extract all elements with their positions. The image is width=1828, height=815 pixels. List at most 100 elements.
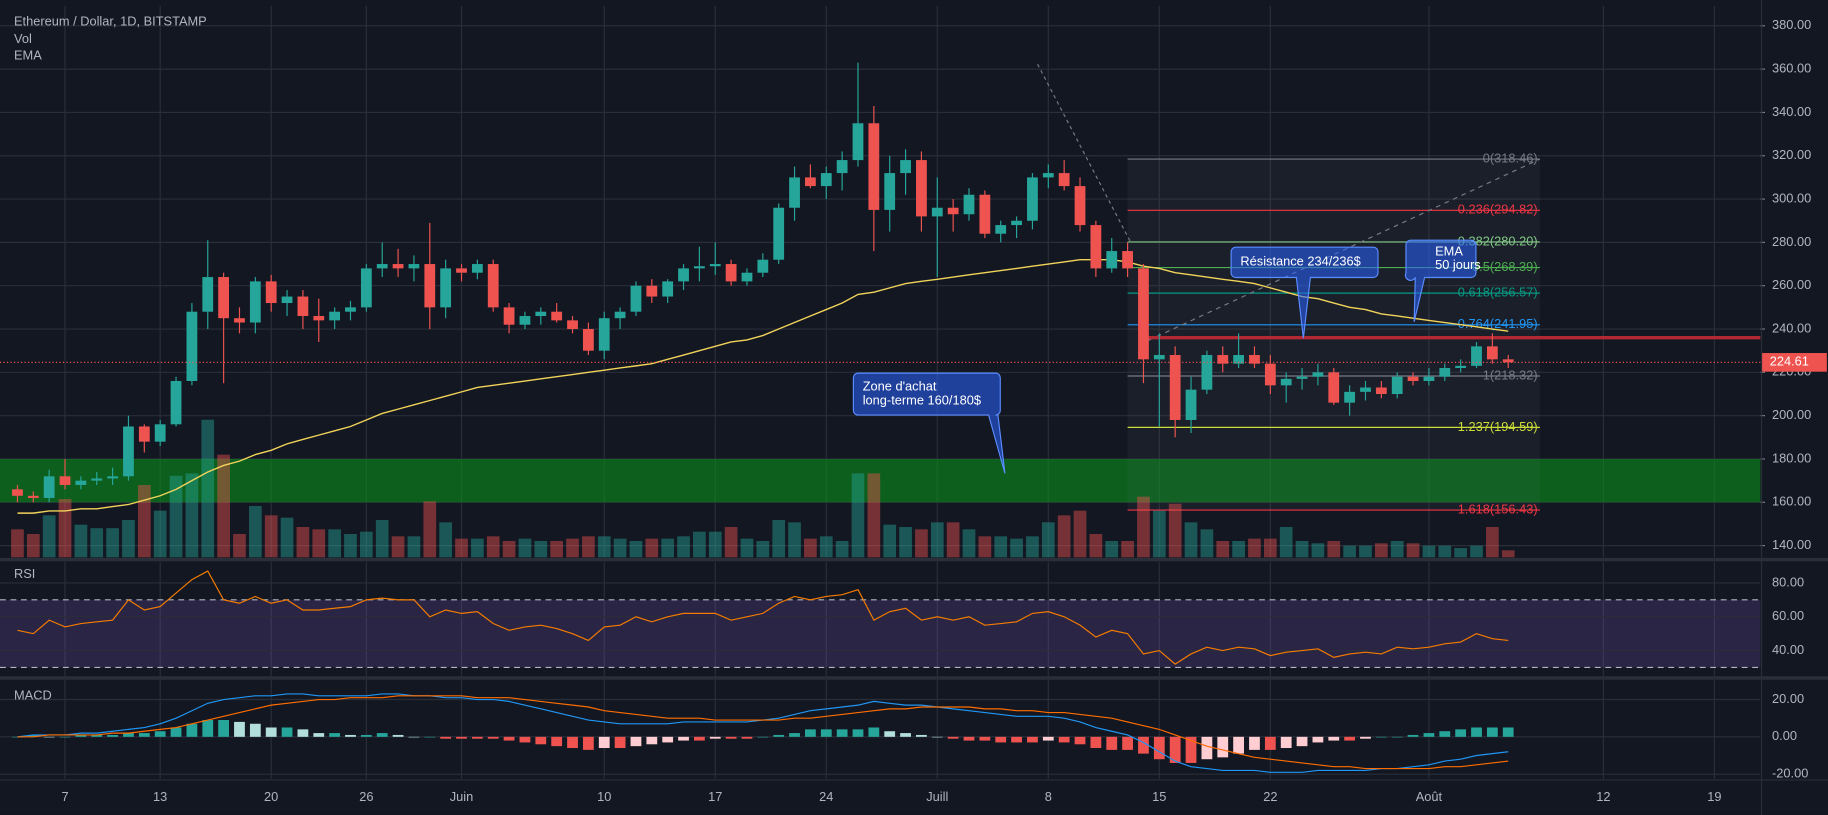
volume-bar bbox=[122, 520, 135, 558]
volume-bar bbox=[1263, 538, 1277, 558]
macd-histogram-bar bbox=[281, 727, 293, 737]
macd-histogram-bar bbox=[757, 736, 769, 738]
candle-body bbox=[408, 264, 420, 269]
volume-bar bbox=[169, 475, 183, 558]
volume-bar bbox=[661, 538, 675, 558]
fib-label: 0.618(256.57) bbox=[1458, 285, 1538, 300]
macd-histogram-bar bbox=[1201, 736, 1213, 760]
volume-bar bbox=[74, 524, 88, 558]
macd-histogram-bar bbox=[1185, 736, 1197, 763]
macd-histogram-bar bbox=[43, 736, 55, 738]
candle-body bbox=[1439, 368, 1451, 377]
candle-body bbox=[440, 268, 452, 308]
volume-bar bbox=[1501, 550, 1515, 558]
volume-bar bbox=[835, 540, 849, 558]
volume-bar bbox=[534, 540, 548, 558]
candle-body bbox=[694, 266, 705, 269]
candle-body bbox=[281, 296, 293, 304]
macd-histogram-bar bbox=[234, 721, 245, 737]
candle-body bbox=[456, 268, 467, 273]
candle-body bbox=[1471, 346, 1482, 366]
volume-bar bbox=[788, 522, 801, 558]
macd-histogram-bar bbox=[313, 733, 325, 737]
annotation: EMA 50 jours bbox=[1404, 239, 1481, 322]
candle-body bbox=[297, 296, 309, 317]
y-tick-label: 180.00 bbox=[1772, 450, 1811, 465]
fib-label: 0.764(241.95) bbox=[1458, 316, 1538, 331]
candle-body bbox=[678, 268, 689, 282]
x-tick-label: 13 bbox=[153, 789, 167, 804]
annotation: Zone d'achat long-terme 160/180$ bbox=[852, 372, 1006, 474]
volume-bar bbox=[137, 485, 151, 558]
macd-histogram-bar bbox=[265, 727, 277, 737]
volume-bar bbox=[1105, 540, 1119, 558]
macd-histogram-bar bbox=[1375, 736, 1387, 738]
candle-body bbox=[154, 424, 166, 442]
volume-bar bbox=[1359, 545, 1372, 558]
volume-bar bbox=[90, 528, 104, 558]
candle-body bbox=[376, 264, 388, 269]
macd-histogram-bar bbox=[852, 729, 864, 737]
candle-body bbox=[59, 476, 71, 485]
volume-bar bbox=[185, 473, 199, 558]
volume-bar bbox=[1406, 543, 1420, 558]
candle-body bbox=[551, 311, 563, 321]
candle-body bbox=[249, 281, 261, 323]
candle-body bbox=[107, 476, 118, 479]
volume-bar bbox=[677, 536, 690, 558]
volume-bar bbox=[280, 517, 294, 558]
trend-line bbox=[1037, 63, 1132, 243]
macd-histogram-bar bbox=[218, 720, 230, 737]
candle-body bbox=[1090, 225, 1102, 269]
macd-histogram-bar bbox=[1011, 736, 1022, 743]
volume-bar bbox=[1216, 540, 1230, 558]
volume-bar bbox=[26, 533, 40, 558]
volume-bar bbox=[264, 515, 278, 558]
x-tick-label: 19 bbox=[1707, 789, 1721, 804]
x-tick-label: 12 bbox=[1596, 789, 1610, 804]
macd-tick-label: 0.00 bbox=[1772, 728, 1797, 743]
volume-bar bbox=[1184, 522, 1198, 558]
callout-box bbox=[1404, 239, 1477, 322]
candle-body bbox=[234, 318, 245, 323]
volume-bar bbox=[978, 536, 992, 558]
macd-histogram-bar bbox=[456, 736, 467, 739]
candle-body bbox=[27, 495, 39, 498]
candle-body bbox=[1153, 355, 1165, 360]
ema-line bbox=[17, 258, 1509, 514]
volume-bar bbox=[471, 538, 484, 558]
candle-body bbox=[598, 318, 610, 351]
volume-bar bbox=[994, 536, 1008, 558]
volume-bar bbox=[819, 536, 833, 558]
fib-label: 0.382(280.20) bbox=[1458, 233, 1538, 248]
candle-body bbox=[1344, 391, 1356, 403]
macd-histogram-bar bbox=[1391, 736, 1403, 738]
volume-bar bbox=[1311, 543, 1325, 558]
macd-histogram-bar bbox=[931, 736, 943, 738]
rsi-line bbox=[17, 570, 1509, 665]
macd-histogram-bar bbox=[789, 733, 800, 737]
macd-histogram-bar bbox=[947, 736, 959, 739]
y-tick-label: 260.00 bbox=[1772, 277, 1811, 292]
candle-body bbox=[487, 264, 499, 308]
fib-label: 0(318.46) bbox=[1483, 150, 1538, 165]
chart-title: Ethereum / Dollar, 1D, BITSTAMP bbox=[14, 14, 207, 29]
candle-body bbox=[805, 177, 816, 187]
candle-body bbox=[836, 160, 848, 174]
callout-box bbox=[852, 372, 1006, 474]
candle-body bbox=[43, 476, 55, 498]
y-tick-label: 320.00 bbox=[1772, 147, 1811, 162]
fib-background bbox=[1127, 159, 1540, 511]
macd-tick-label: -20.00 bbox=[1772, 766, 1808, 781]
macd-histogram-bar bbox=[138, 733, 150, 737]
x-tick-label: 22 bbox=[1263, 789, 1277, 804]
volume-bar bbox=[566, 538, 579, 558]
macd-histogram-bar bbox=[567, 736, 578, 749]
candle-body bbox=[1455, 365, 1467, 369]
candle-body bbox=[186, 311, 198, 382]
fib-label: 0.236(294.82) bbox=[1458, 202, 1538, 217]
macd-histogram-bar bbox=[614, 736, 626, 749]
rsi-band bbox=[0, 599, 1761, 668]
macd-histogram-bar bbox=[678, 736, 689, 741]
macd-histogram-bar bbox=[1296, 736, 1308, 747]
